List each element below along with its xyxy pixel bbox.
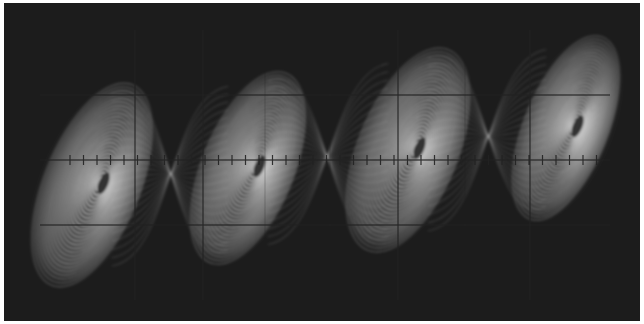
scroll-loop [539,75,601,180]
scroll-loop [77,149,119,219]
scroll-loop [46,105,142,265]
scroll-loop [530,62,607,194]
scroll-loop [85,160,114,208]
scroll [512,35,620,221]
scroll-loop [49,108,140,261]
scroll-loop [542,78,599,176]
scroll-loop [551,92,593,162]
scroll-loop [82,156,116,212]
scroll-loop [209,99,292,236]
scroll-loop [390,110,438,188]
scroll-loop [535,68,604,187]
scroll-loop [234,134,274,200]
scroll-loop [369,81,453,219]
scroll [190,71,306,265]
scroll-loop [346,47,470,253]
scroll-loop [244,148,267,186]
scroll-loop [351,55,467,245]
graticule-overlay [40,30,610,300]
scroll-loop [41,97,146,272]
scroll-loop [403,129,428,169]
scroll-loop [560,105,586,149]
scroll-core [571,114,584,138]
scroll-loop [528,58,609,197]
scroll-loop [514,38,619,218]
scroll-loop [62,127,131,242]
strand [111,86,229,267]
scroll-loop [44,101,144,269]
scroll-loop [348,51,469,249]
scroll [31,82,153,288]
scroll-loop [59,123,133,246]
scroll-loop [379,95,445,203]
scroll-loop [239,141,271,193]
strand [427,49,547,232]
scroll-loop [212,102,290,233]
scroll-loop [553,95,591,159]
scroll-loop [395,118,434,180]
scroll-loop [523,52,612,204]
scroll-loop [364,73,457,226]
scroll-loop [219,113,285,222]
scroll-loop [392,114,436,184]
scroll-loop [69,138,125,231]
scroll-loop [518,45,616,211]
scroll-loop [525,55,611,200]
scroll-loop [207,95,294,240]
scroll-loop [544,82,598,173]
scroll-loop [79,153,118,215]
scroll [346,47,470,253]
strand [267,63,389,245]
scroll-loop [555,98,590,156]
scroll-loop [400,125,430,173]
scroll-core [413,136,426,160]
scroll-loop [74,145,121,223]
scroll-loop [512,35,620,221]
scroll-loop [217,109,287,225]
scroll-loop [31,82,153,288]
scroll-loop [356,62,463,238]
scroll-loop [190,71,306,265]
scroll-loop [192,74,304,261]
scroll-loop [558,102,588,152]
scroll-loop [546,85,596,169]
scroll-loop [231,130,276,204]
scroll-loop [236,137,273,197]
scroll-loop [387,106,440,192]
scroll-core [97,171,110,195]
scroll-loop [197,81,301,254]
scroll-loop [195,78,303,258]
scroll-loop [67,134,127,234]
scroll-loop [537,72,603,183]
scroll-loop [372,84,451,215]
scroll-loop [200,85,299,251]
scroll-loop [87,164,112,204]
scroll-loop [56,119,134,250]
scroll-loop [353,58,465,241]
scroll-loop [202,88,297,247]
scroll-loop [214,106,289,229]
scroll-loop [385,103,442,196]
scroll-loop [521,48,614,207]
scroll-loop [39,93,147,276]
attractor-traces [31,35,620,288]
scroll-loop [204,92,296,243]
scroll-loop [222,116,283,218]
scroll-loop [366,77,455,222]
scroll-loop [516,42,617,214]
scroll-loop [36,90,149,280]
scroll-loop [398,121,432,177]
scroll-loop [64,130,129,238]
scroll-loop [532,65,606,190]
